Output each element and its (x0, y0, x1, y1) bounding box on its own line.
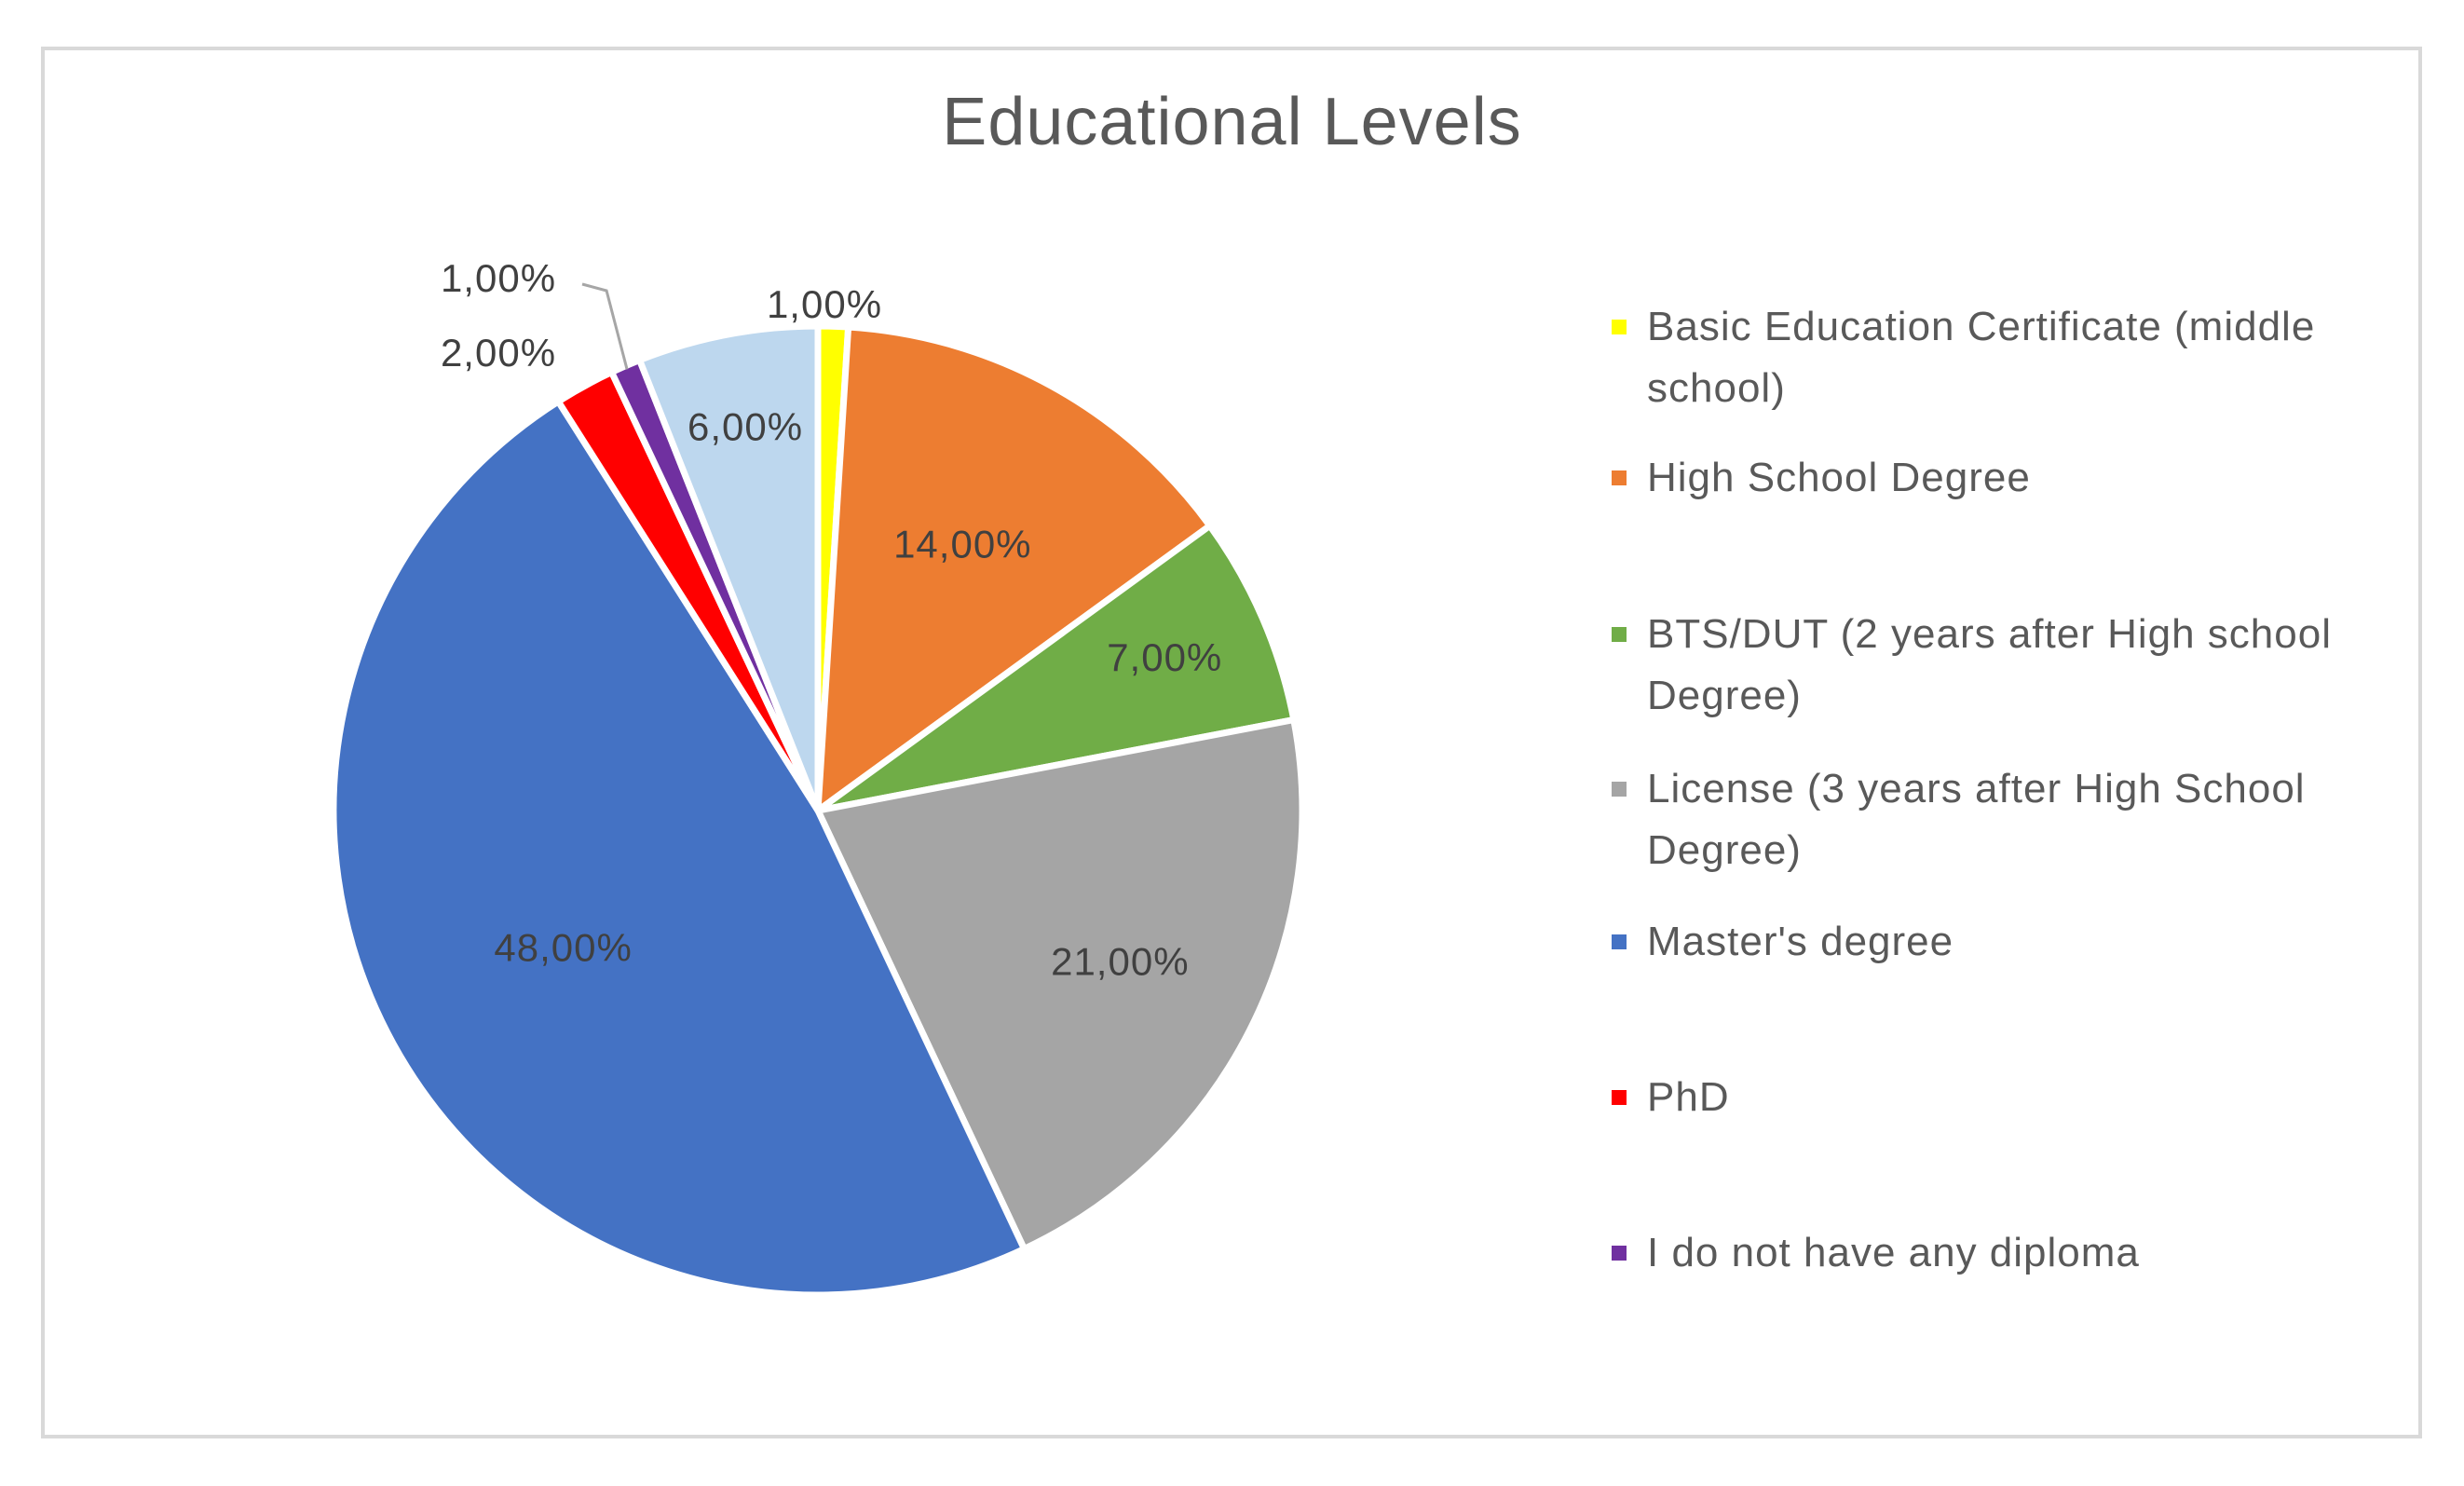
legend-swatch-masters (1612, 934, 1627, 949)
legend-swatch-no-diploma (1612, 1246, 1627, 1261)
legend: Basic Education Certificate (middle scho… (1612, 0, 2431, 1486)
slice-high-school (814, 323, 1214, 814)
slice-masters (330, 398, 1028, 1299)
data-label-other: 6,00% (687, 404, 803, 448)
slice-other (636, 322, 822, 814)
legend-label-bts-dut: BTS/DUT (2 years after High school Degre… (1647, 611, 2332, 718)
data-label-phd: 2,00% (441, 331, 556, 375)
legend-swatch-license (1612, 782, 1627, 797)
legend-label-license: License (3 years after High School Degre… (1647, 766, 2306, 873)
data-label-license: 21,00% (1051, 939, 1189, 983)
pie-slices (330, 322, 1306, 1299)
legend-label-no-diploma: I do not have any diploma (1647, 1230, 2140, 1275)
slice-license (814, 716, 1306, 1253)
data-labels: 1,00% 14,00% 7,00% 21,00% 48,00% 2,00% 1,00% 6,… (441, 256, 1222, 983)
data-label-masters: 48,00% (494, 925, 632, 969)
legend-label-phd: PhD (1647, 1074, 1730, 1120)
legend-swatch-basic-education (1612, 320, 1627, 334)
data-label-no-diploma: 1,00% (441, 256, 556, 300)
legend-swatch-high-school (1612, 470, 1627, 485)
legend-label-basic-education: Basic Education Certificate (middle scho… (1647, 304, 2316, 411)
legend-swatch-phd (1612, 1090, 1627, 1105)
leader-line-no-diploma (581, 282, 629, 370)
legend-label-high-school: High School Degree (1647, 455, 2031, 500)
data-label-high-school: 14,00% (893, 523, 1031, 566)
chart-title: Educational Levels (942, 85, 1522, 159)
legend-label-masters: Master's degree (1647, 919, 1954, 964)
legend-swatch-bts-dut (1612, 627, 1627, 642)
data-label-bts-dut: 7,00% (1107, 635, 1222, 679)
leader-lines (581, 282, 629, 370)
data-label-basic-education: 1,00% (767, 282, 882, 326)
